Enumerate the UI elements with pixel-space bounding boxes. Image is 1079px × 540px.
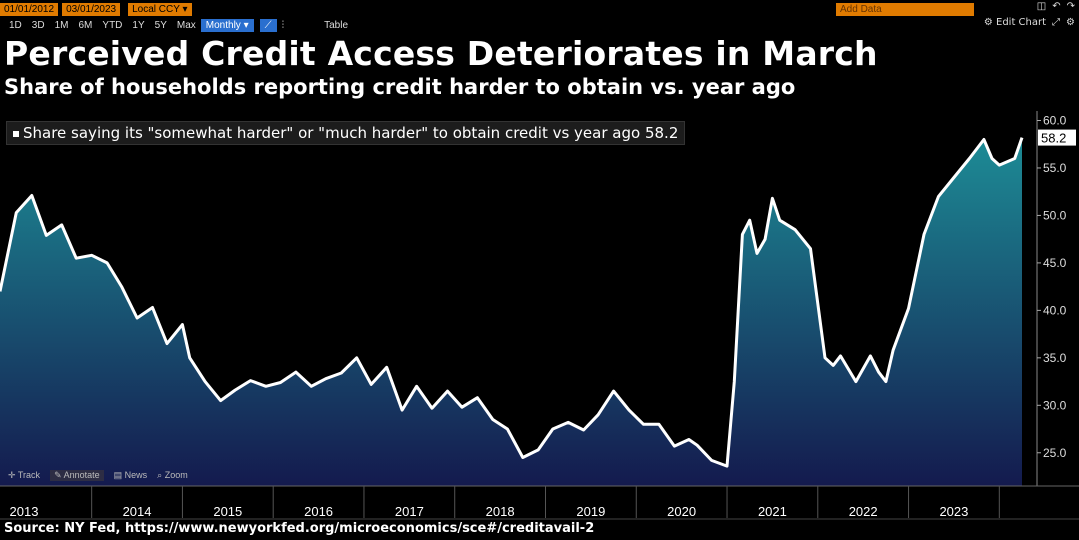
x-tick-label: 2016 — [304, 504, 333, 519]
add-data-input[interactable]: Add Data — [836, 2, 974, 16]
track-button[interactable]: ✛ Track — [8, 470, 41, 480]
line-chart-icon[interactable]: ⟋ — [259, 18, 277, 32]
legend-series-name: Share saying its "somewhat harder" or "m… — [23, 124, 641, 142]
legend-last-value: 58.2 — [644, 124, 679, 142]
chart-bottom-tools: ✛ Track ✎ Annotate ▤ News ⌕ Zoom — [8, 470, 188, 481]
chart-title: Perceived Credit Access Deteriorates in … — [4, 34, 878, 73]
range-row: 1D 3D 1M 6M YTD 1Y 5Y Max Monthly ▾ ⟋ ⫶ … — [4, 17, 353, 33]
range-button-1d[interactable]: 1D — [9, 19, 22, 31]
edit-chart-label: Edit Chart — [996, 17, 1047, 28]
legend-swatch — [13, 130, 19, 137]
right-toolbar-icons: ⚙ Edit Chart ⤢ ⚙ — [984, 17, 1075, 28]
y-tick-label: 30.0 — [1043, 398, 1067, 412]
frequency-label: Monthly — [205, 19, 241, 31]
chart-toolbar: 01/01/2012 03/01/2023 Local CCY ▾ Add Da… — [0, 0, 1079, 33]
bar-chart-icon[interactable]: ⫶ — [281, 19, 285, 31]
track-label: Track — [17, 470, 41, 480]
y-tick-label: 40.0 — [1043, 303, 1067, 317]
range-button-5y[interactable]: 5Y — [154, 19, 167, 31]
source-note: Source: NY Fed, https://www.newyorkfed.o… — [4, 521, 595, 536]
settings-icon: ⚙ — [983, 17, 996, 28]
zoom-button[interactable]: ⌕ Zoom — [157, 470, 188, 480]
last-value-badge — [1038, 129, 1076, 146]
chart-subtitle: Share of households reporting credit har… — [4, 75, 796, 99]
y-tick-label: 45.0 — [1043, 256, 1067, 270]
edit-chart-button[interactable]: ⚙ Edit Chart — [984, 17, 1046, 28]
news-button[interactable]: ▤ News — [113, 470, 148, 480]
chart-plot[interactable]: 25.0 30.0 35.0 40.0 45.0 50.0 55.0 60.0 58.2 201… — [0, 104, 1079, 520]
x-tick-label: 2013 — [10, 504, 39, 519]
annotate-button[interactable]: ✎ Annotate — [50, 470, 104, 481]
series-area — [0, 137, 1022, 486]
range-button-ytd[interactable]: YTD — [102, 19, 123, 31]
window-icons: ◫ ↶ ↷ — [1037, 1, 1075, 12]
table-button[interactable]: Table — [324, 19, 349, 31]
start-date-field[interactable]: 01/01/2012 — [0, 2, 59, 16]
series-line-path[interactable] — [0, 137, 1024, 468]
x-tick-label: 2021 — [758, 504, 787, 519]
x-tick-label: 2023 — [939, 504, 968, 519]
legend[interactable]: Share saying its "somewhat harder" or "m… — [6, 121, 686, 145]
range-button-max[interactable]: Max — [176, 19, 196, 31]
bookmark-icon[interactable]: ◫ — [1036, 1, 1047, 12]
annotate-label: Annotate — [63, 470, 100, 480]
x-tick-label: 2022 — [849, 504, 878, 519]
range-button-6m[interactable]: 6M — [78, 19, 93, 31]
x-tick-label: 2014 — [123, 504, 152, 519]
date-range-row: 01/01/2012 03/01/2023 Local CCY ▾ Add Da… — [0, 1, 974, 17]
undo-icon[interactable]: ↶ — [1052, 1, 1061, 12]
currency-select[interactable]: Local CCY ▾ — [128, 2, 192, 16]
y-tick-label: 55.0 — [1043, 161, 1067, 175]
y-tick-label: 50.0 — [1043, 208, 1067, 222]
frequency-select[interactable]: Monthly ▾ — [200, 18, 254, 32]
zoom-icon[interactable]: ⤢ — [1052, 17, 1061, 28]
x-tick-label: 2018 — [486, 504, 515, 519]
x-tick-label: 2015 — [213, 504, 242, 519]
y-axis: 25.0 30.0 35.0 40.0 45.0 50.0 55.0 60.0 58.2 — [1036, 111, 1076, 486]
x-axis: 2013 2014 2015 2016 2017 2018 2019 2020 2021 2022… — [0, 485, 1079, 520]
news-label: News — [124, 470, 148, 480]
y-tick-label: 35.0 — [1043, 351, 1067, 365]
redo-icon[interactable]: ↷ — [1066, 1, 1075, 12]
end-date-field[interactable]: 03/01/2023 — [62, 2, 121, 16]
range-button-1y[interactable]: 1Y — [132, 19, 145, 31]
currency-label: Local CCY — [132, 3, 180, 15]
gear-icon[interactable]: ⚙ — [1066, 17, 1075, 28]
y-tick-label: 60.0 — [1043, 113, 1067, 127]
range-button-1m[interactable]: 1M — [54, 19, 69, 31]
y-tick-label: 25.0 — [1043, 446, 1067, 460]
x-tick-label: 2017 — [395, 504, 424, 519]
x-tick-label: 2020 — [667, 504, 696, 519]
series-line — [0, 137, 1024, 468]
zoom-label: Zoom — [164, 470, 188, 480]
range-button-3d[interactable]: 3D — [31, 19, 45, 31]
last-value-label: 58.2 — [1041, 131, 1066, 146]
series-area-fill — [0, 137, 1022, 486]
x-tick-label: 2019 — [576, 504, 605, 519]
